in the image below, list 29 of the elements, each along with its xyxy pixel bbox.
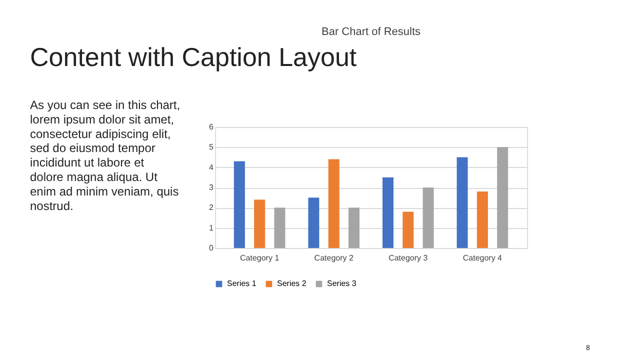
bar <box>422 188 434 248</box>
legend-label: Series 3 <box>327 279 357 288</box>
y-tick-label: 0 <box>209 244 214 252</box>
x-tick-label: Category 1 <box>240 254 280 262</box>
bar <box>254 200 266 248</box>
bar <box>402 212 414 248</box>
bar <box>382 177 394 248</box>
bar <box>456 157 468 248</box>
y-tick-label: 3 <box>209 183 214 192</box>
x-tick-label: Category 3 <box>388 254 428 262</box>
y-tick-label: 1 <box>209 223 214 232</box>
x-tick-label: Category 2 <box>314 254 354 262</box>
y-tick-label: 5 <box>209 142 214 152</box>
bar <box>476 192 488 248</box>
y-tick-label: 6 <box>209 122 214 132</box>
y-tick-label: 4 <box>209 162 214 172</box>
y-tick-label: 2 <box>209 203 214 212</box>
legend-label: Series 2 <box>277 279 307 288</box>
bar <box>328 159 340 248</box>
x-tick-label: Category 4 <box>462 254 503 262</box>
bar <box>497 147 508 248</box>
bar <box>274 208 286 248</box>
bar <box>348 208 360 248</box>
text: Content with Caption Layout <box>30 42 358 72</box>
text: As you can see in this chart, lorem ipsum dolor sit amet, consectetur adipiscing elit, sed do eiusmod tempor incididunt ut labore et dolore magna aliqua. Ut enim ad minim veniam, quis nostrud. <box>30 98 180 213</box>
bar <box>308 198 320 248</box>
legend-label: Series 1 <box>227 279 257 288</box>
chart-title: Bar Chart of Results <box>321 26 422 38</box>
bar <box>234 161 245 248</box>
